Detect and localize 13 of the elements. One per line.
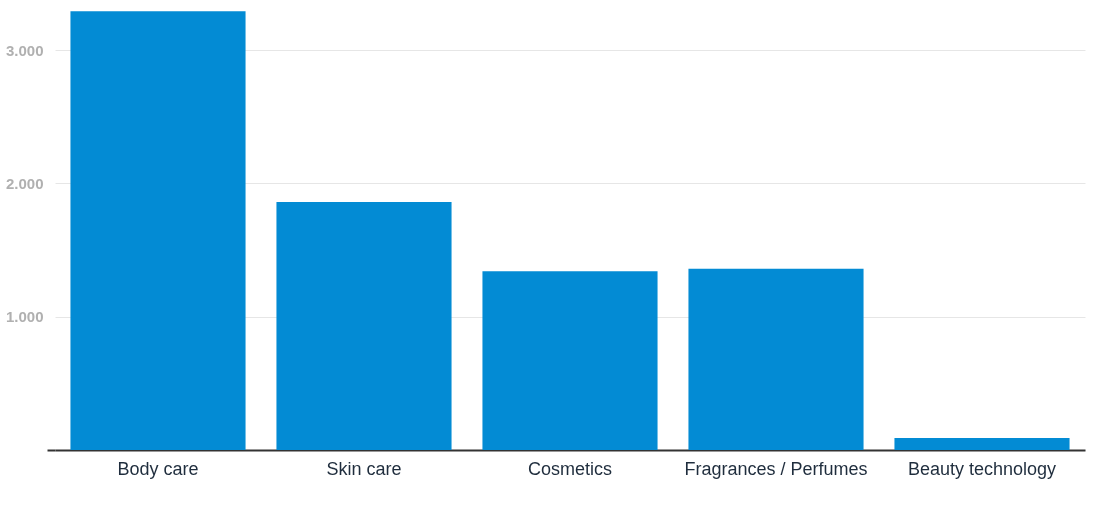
- y-tick-label: 1.000: [5, 308, 44, 326]
- bar: [894, 438, 1070, 450]
- x-tick-label: Beauty technology: [907, 458, 1057, 479]
- bar: [70, 11, 246, 450]
- y-tick-label: 2.000: [5, 174, 44, 192]
- x-tick-label: Cosmetics: [527, 458, 613, 479]
- x-tick-label: Body care: [117, 458, 199, 479]
- x-tick-label: Fragrances / Perfumes: [684, 458, 868, 479]
- x-tick-label: Skin care: [326, 458, 402, 479]
- bar: [688, 268, 864, 450]
- y-tick-label: 3.000: [5, 41, 44, 59]
- bar: [482, 271, 658, 450]
- bar: [276, 202, 452, 450]
